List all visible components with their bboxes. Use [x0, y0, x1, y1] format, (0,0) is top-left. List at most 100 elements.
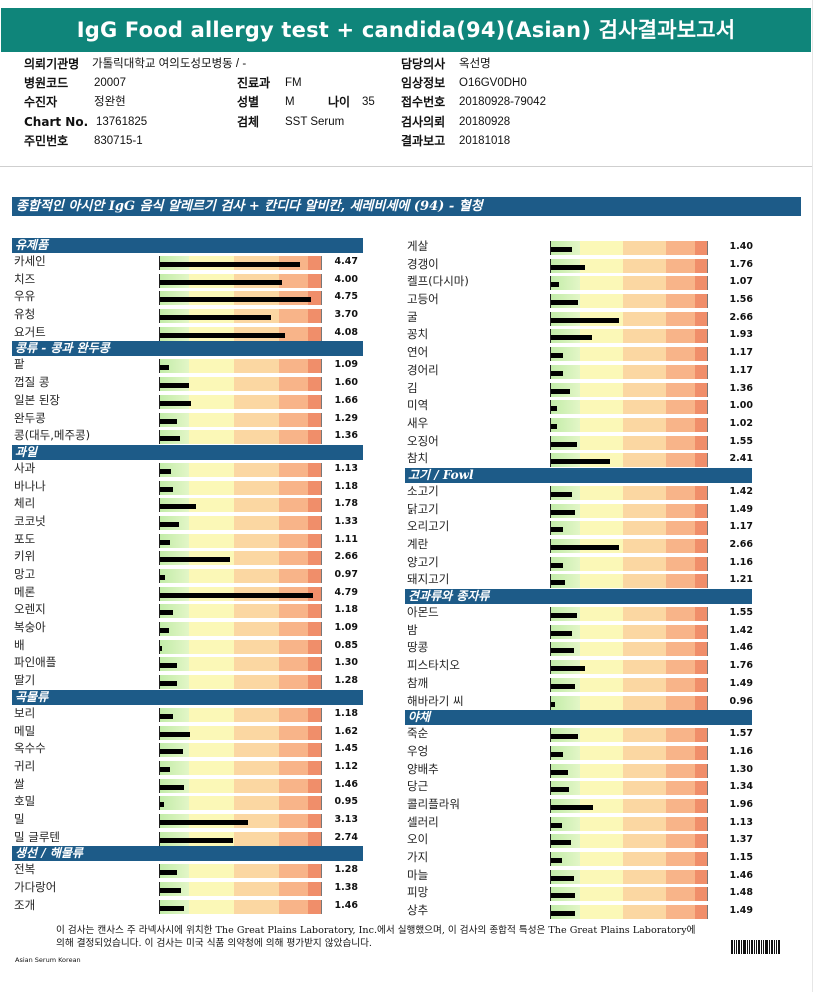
scale-band — [665, 695, 695, 710]
food-name: 코코넛 — [14, 513, 46, 528]
result-row: 연어 1.17 — [405, 344, 753, 362]
result-scale — [550, 852, 708, 866]
result-bar — [551, 300, 578, 306]
result-scale — [159, 462, 322, 477]
food-name: 체리 — [14, 496, 36, 511]
category-header: 고기 / Fowl — [405, 467, 752, 483]
scale-band — [278, 725, 309, 740]
scale-band — [189, 796, 235, 811]
result-row: 참깨 1.49 — [405, 675, 753, 693]
scale-band — [665, 347, 695, 362]
food-name: 콩(대두,메주콩) — [14, 428, 91, 443]
result-bar — [551, 822, 562, 828]
scale-band — [579, 485, 623, 500]
result-row: 일본 된장 1.66 — [12, 392, 363, 410]
barcode-bar — [754, 940, 755, 954]
scale-band — [308, 760, 321, 775]
scale-band — [278, 604, 309, 619]
barcode-bar — [756, 940, 757, 954]
info-label: 병원코드 — [24, 76, 69, 90]
scale-band — [579, 728, 623, 743]
food-name: 경갱이 — [407, 256, 439, 271]
scale-band — [622, 695, 666, 710]
result-scale — [550, 798, 708, 813]
result-value: 0.97 — [334, 569, 358, 580]
info-field: 수진자 정완현 — [24, 94, 294, 110]
result-scale — [550, 763, 708, 778]
scale-band — [665, 521, 695, 536]
scale-band — [665, 642, 695, 657]
result-scale — [159, 569, 322, 583]
food-name: 사과 — [14, 460, 36, 475]
scale-band — [694, 816, 707, 831]
food-name: 소고기 — [407, 483, 439, 498]
result-row: 카세인 4.47 — [12, 253, 363, 271]
result-row: 고등어 1.56 — [405, 291, 753, 309]
result-value: 1.18 — [334, 707, 358, 719]
scale-band — [278, 796, 309, 811]
scale-band — [694, 294, 707, 309]
info-field: 임상정보 O16GV0DH0 — [401, 75, 659, 91]
scale-band — [579, 556, 623, 571]
result-value: 1.57 — [729, 728, 753, 740]
info-label: 의뢰기관명 — [24, 57, 80, 71]
result-scale — [550, 574, 708, 589]
scale-band — [308, 675, 321, 690]
scale-band — [234, 796, 279, 811]
barcode-bar — [763, 940, 764, 954]
result-bar — [160, 332, 286, 338]
scale-band — [189, 359, 235, 374]
result-row: 사과 1.13 — [12, 460, 363, 478]
result-value: 1.93 — [729, 329, 753, 341]
result-row: 옥수수 1.45 — [12, 740, 363, 758]
food-name: 우유 — [14, 289, 36, 304]
result-row: 참치 2.41 — [405, 450, 753, 468]
scale-band — [189, 533, 235, 548]
scale-band — [694, 745, 707, 760]
scale-band — [694, 503, 707, 518]
food-name: 새우 — [407, 415, 429, 430]
scale-band — [189, 430, 235, 445]
result-scale — [550, 781, 708, 796]
result-row: 밤 1.42 — [405, 622, 753, 640]
result-scale — [159, 813, 322, 828]
result-value: 1.46 — [729, 642, 753, 654]
food-name: 유청 — [14, 307, 36, 322]
result-scale — [159, 498, 322, 513]
food-name: 오이 — [407, 832, 429, 847]
result-bar — [160, 539, 171, 545]
result-scale — [550, 695, 708, 710]
scale-band — [622, 642, 666, 657]
scale-band — [189, 864, 235, 879]
result-value: 1.78 — [334, 498, 358, 510]
result-scale — [550, 660, 708, 675]
result-bar — [551, 666, 586, 672]
result-value: 1.28 — [334, 864, 358, 876]
result-value: 4.79 — [334, 586, 358, 598]
food-name: 껍질 콩 — [14, 375, 50, 390]
result-row: 피망 1.48 — [405, 884, 753, 902]
result-row: 껍질 콩 1.60 — [12, 374, 363, 392]
scale-band — [694, 417, 707, 432]
food-name: 밤 — [407, 622, 418, 637]
barcode-bar — [736, 940, 737, 954]
scale-band — [308, 309, 321, 324]
scale-band — [308, 813, 321, 828]
food-name: 쌀 — [14, 776, 25, 791]
food-name: 김 — [407, 380, 418, 395]
scale-band — [234, 551, 279, 566]
result-value: 1.11 — [334, 533, 358, 545]
result-value: 1.56 — [729, 294, 753, 306]
scale-band — [579, 503, 623, 518]
result-scale — [159, 291, 322, 306]
result-bar — [160, 645, 162, 651]
scale-band — [665, 435, 695, 450]
scale-band — [308, 394, 321, 409]
food-name: 켈프(다시마) — [407, 274, 469, 289]
scale-band — [189, 675, 235, 690]
result-row: 콩(대두,메주콩) 1.36 — [12, 427, 363, 445]
scale-band — [694, 364, 707, 379]
scale-band — [579, 382, 623, 397]
result-bar — [551, 406, 557, 412]
result-scale — [159, 256, 322, 270]
